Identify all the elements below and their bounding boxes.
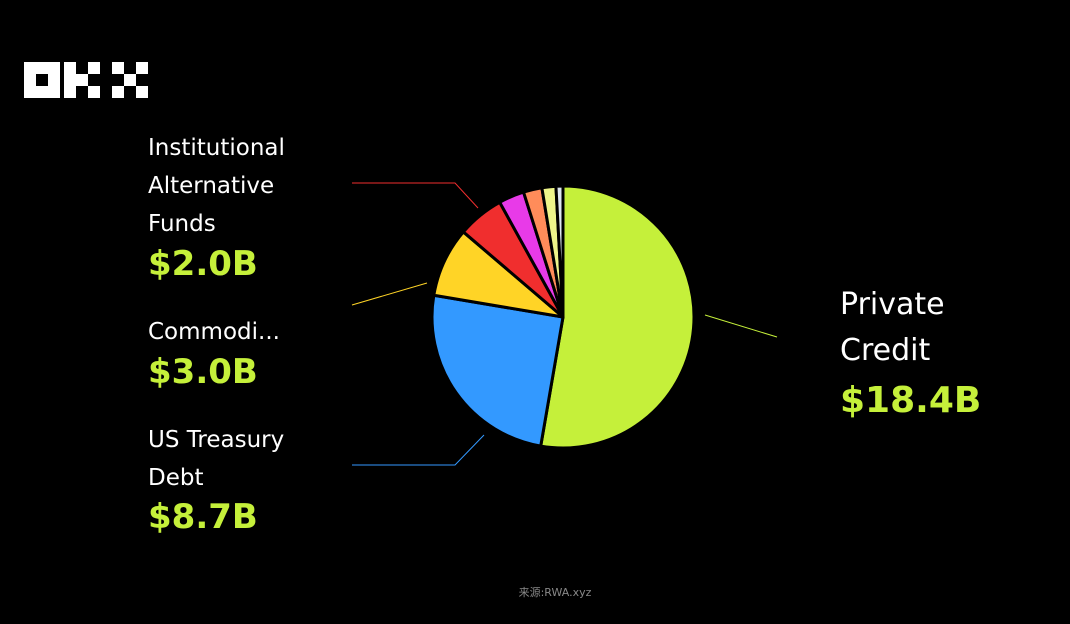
pie	[430, 184, 696, 450]
slice-label: Commodi...	[148, 319, 280, 345]
source: 来源:RWA.xyz	[518, 586, 592, 599]
leader-line	[351, 282, 428, 306]
value-label: $18.4B	[840, 380, 982, 421]
pie-slice	[430, 293, 565, 448]
leader-line	[352, 182, 479, 209]
logo	[24, 62, 148, 98]
slice-label: US Treasury Debt	[148, 427, 285, 491]
leader-line	[704, 314, 778, 338]
slice-label: Private Credit	[840, 287, 945, 368]
pie-slice	[539, 184, 696, 450]
pie-slice	[554, 184, 565, 319]
value-label: $3.0B	[148, 352, 258, 392]
leader-line	[352, 434, 485, 466]
value-label: $8.7B	[148, 497, 258, 537]
slice-label: Institutional Alternative Funds	[148, 135, 285, 237]
value-label: $2.0B	[148, 244, 258, 284]
